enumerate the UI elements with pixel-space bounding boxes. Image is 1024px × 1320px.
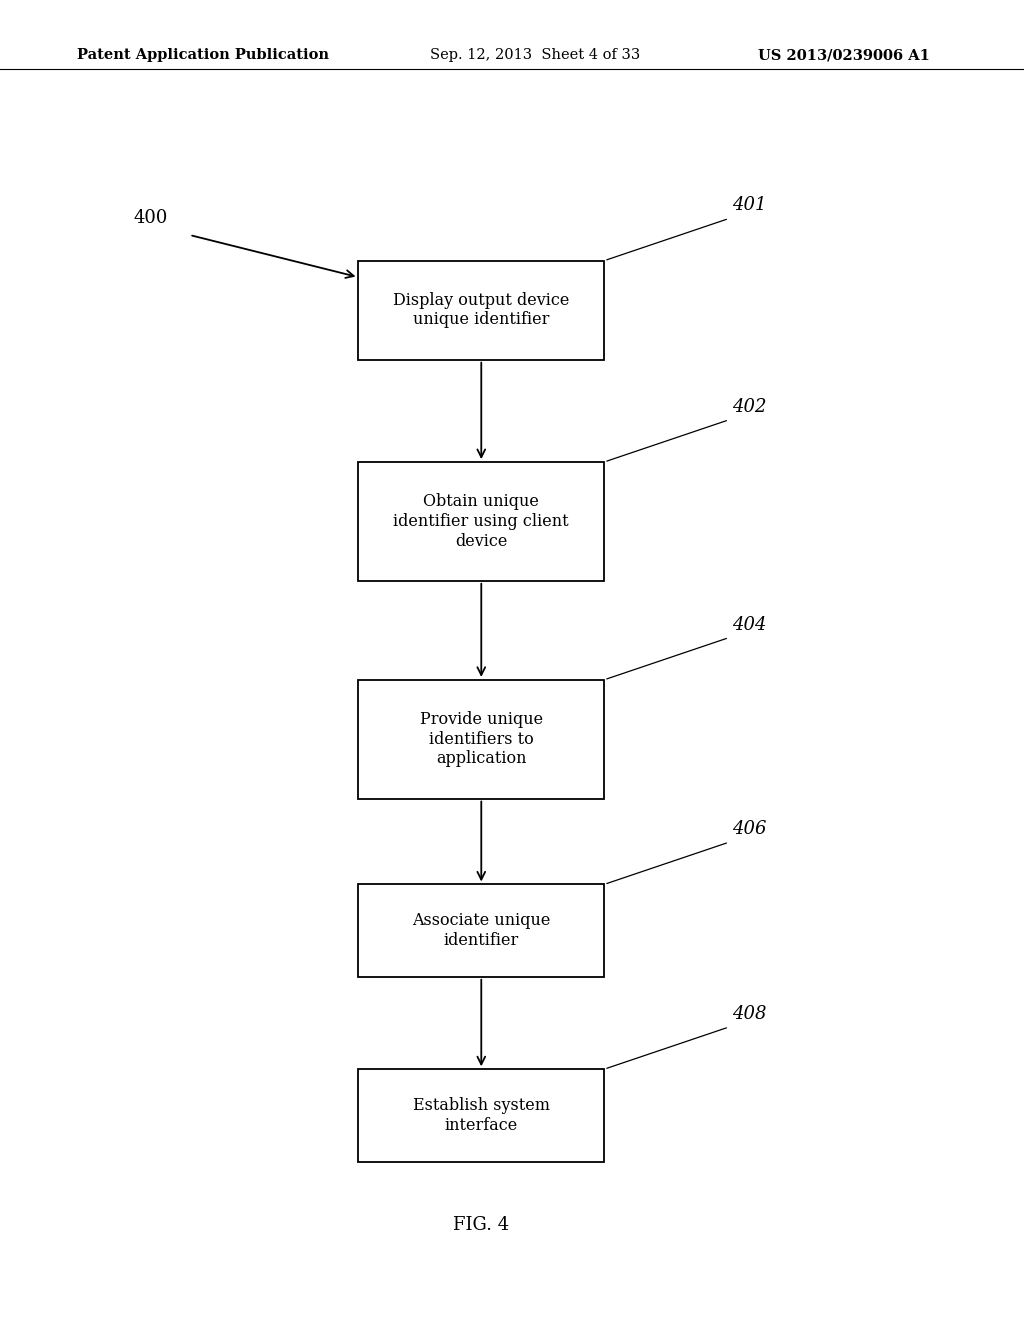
Bar (358, 261, 604, 359)
Text: Patent Application Publication: Patent Application Publication (77, 49, 329, 62)
Text: 402: 402 (732, 397, 767, 416)
Bar (358, 1069, 604, 1162)
Bar (358, 462, 604, 581)
Text: 408: 408 (732, 1005, 767, 1023)
Text: 401: 401 (732, 197, 767, 214)
Text: Sep. 12, 2013  Sheet 4 of 33: Sep. 12, 2013 Sheet 4 of 33 (430, 49, 640, 62)
Text: FIG. 4: FIG. 4 (454, 1216, 509, 1234)
Text: 404: 404 (732, 615, 767, 634)
Text: Obtain unique
identifier using client
device: Obtain unique identifier using client de… (393, 494, 569, 549)
Text: 406: 406 (732, 820, 767, 838)
Text: Display output device
unique identifier: Display output device unique identifier (393, 292, 569, 329)
Text: US 2013/0239006 A1: US 2013/0239006 A1 (758, 49, 930, 62)
Bar (358, 680, 604, 799)
Text: Provide unique
identifiers to
application: Provide unique identifiers to applicatio… (420, 711, 543, 767)
Bar (358, 884, 604, 977)
Text: Establish system
interface: Establish system interface (413, 1097, 550, 1134)
Text: 400: 400 (133, 209, 168, 227)
Text: Associate unique
identifier: Associate unique identifier (412, 912, 551, 949)
